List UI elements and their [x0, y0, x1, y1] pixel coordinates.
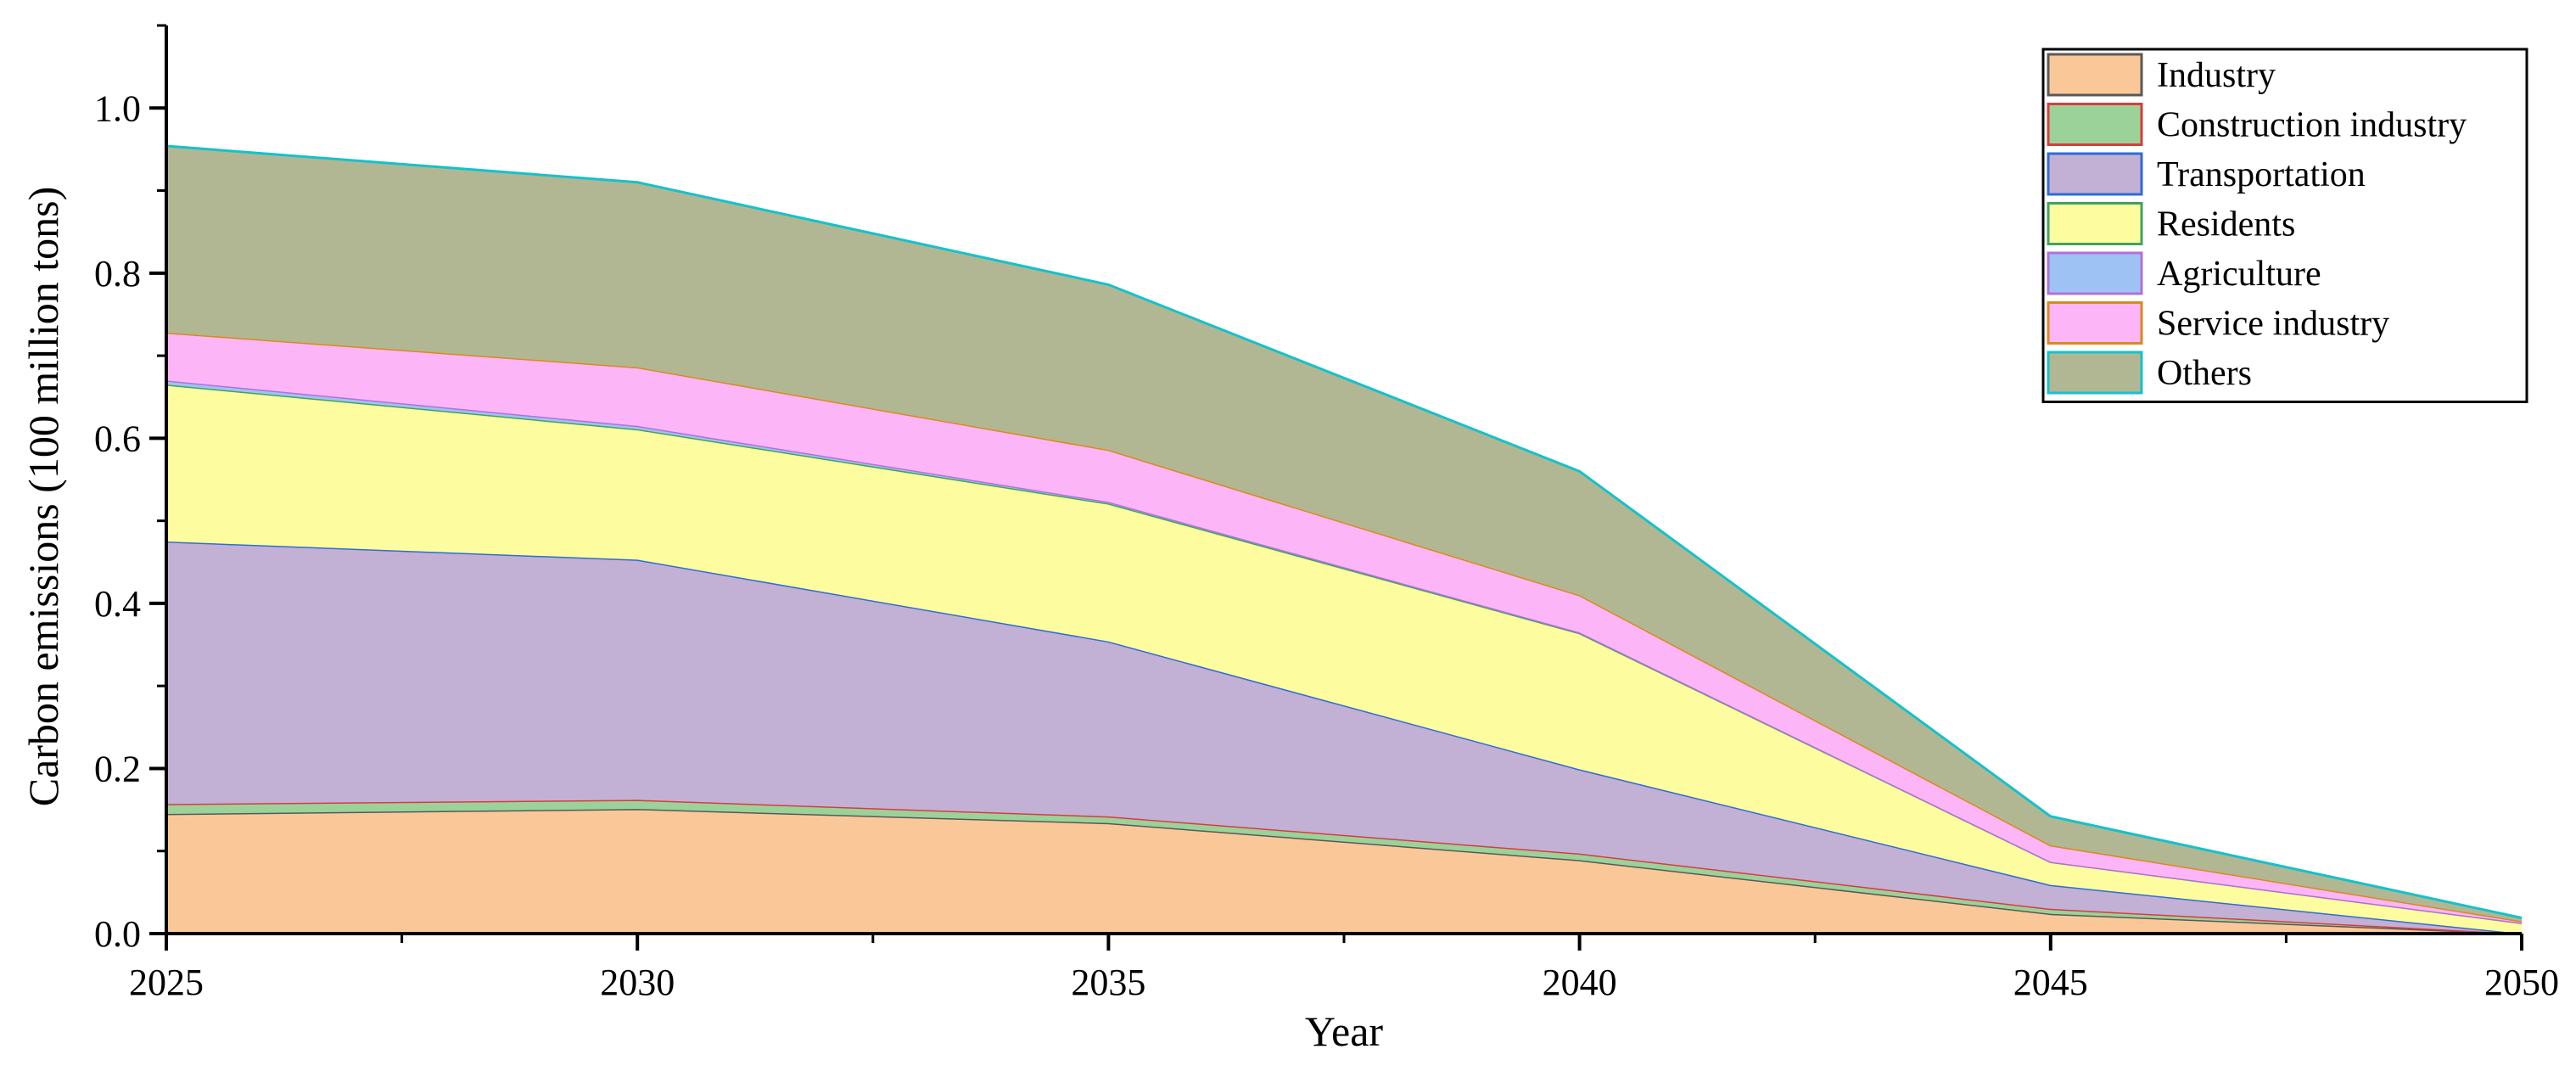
x-tick-label: 2035 — [1071, 962, 1145, 1003]
legend-label: Transportation — [2157, 155, 2366, 194]
y-tick-label: 0.8 — [94, 253, 141, 295]
y-tick-label: 0.6 — [94, 418, 141, 459]
y-tick-label: 0.4 — [94, 583, 141, 625]
legend-swatch — [2047, 53, 2143, 97]
legend-swatch — [2047, 251, 2143, 295]
legend-swatch — [2047, 202, 2143, 245]
y-ticks: 0.0 0.2 0.4 0.6 0.8 1.0 — [94, 24, 166, 955]
legend-label: Agriculture — [2157, 255, 2321, 294]
x-tick-label: 2050 — [2484, 962, 2559, 1003]
legend-label: Industry — [2157, 56, 2276, 95]
x-ticks: 2025 2030 2035 2040 2045 2050 — [129, 934, 2559, 1003]
area-construction-industry — [166, 800, 2522, 934]
area-industry — [166, 809, 2522, 934]
x-axis-title: Year — [1305, 1007, 1383, 1055]
area-others — [166, 146, 2522, 922]
legend-label: Service industry — [2157, 305, 2389, 344]
legend-label: Others — [2157, 354, 2252, 393]
legend-swatch — [2047, 152, 2143, 196]
x-tick-label: 2025 — [129, 962, 204, 1003]
series-line-agriculture — [165, 379, 2523, 924]
y-axis-title: Carbon emissions (100 million tons) — [20, 187, 67, 807]
area-residents — [166, 384, 2522, 934]
series-line-others — [165, 144, 2523, 919]
y-tick-label: 1.0 — [94, 87, 141, 129]
x-tick-label: 2045 — [2013, 962, 2088, 1003]
area-layer — [165, 144, 2523, 935]
legend-label: Residents — [2157, 205, 2295, 244]
y-tick-label: 0.2 — [94, 748, 141, 789]
legend-swatch — [2047, 351, 2143, 395]
area-transportation — [166, 541, 2522, 934]
x-tick-label: 2030 — [600, 962, 675, 1003]
legend-label: Construction industry — [2157, 106, 2467, 145]
y-tick-label: 0.0 — [94, 913, 141, 955]
axes: 2025 2030 2035 2040 2045 2050 0.0 0.2 0.4 0.6 0.8… — [94, 24, 2559, 1003]
legend-items: Industry Construction industry Transportat… — [2047, 53, 2467, 395]
legend-swatch — [2047, 301, 2143, 345]
x-tick-label: 2040 — [1543, 962, 1617, 1003]
area-service-industry — [166, 332, 2522, 923]
legend: Industry Construction industry Transportat… — [2041, 48, 2528, 403]
legend-swatch — [2047, 103, 2143, 146]
